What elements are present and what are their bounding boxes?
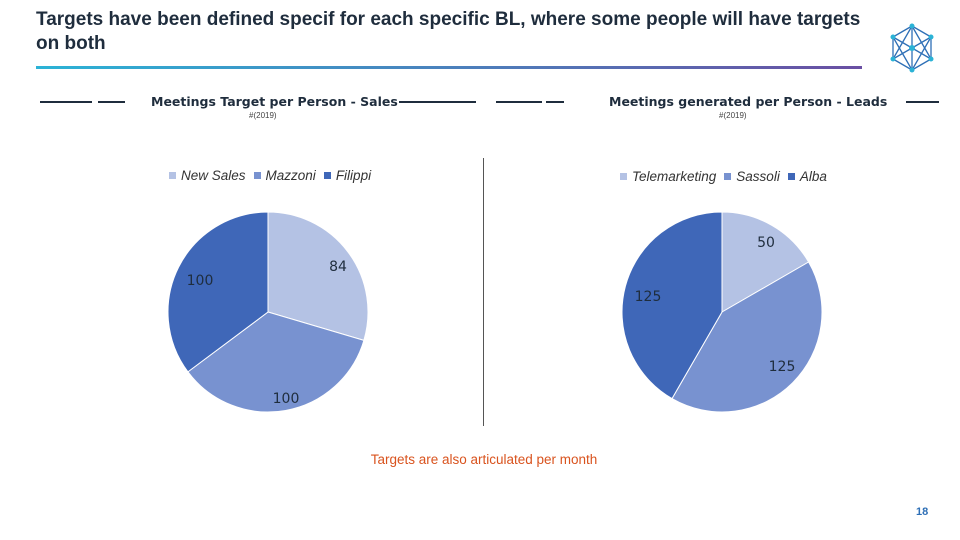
title-underline	[36, 66, 862, 69]
pie-slice-mazzoni	[187, 311, 365, 413]
legend-swatch	[253, 172, 261, 179]
pie-data-label: 84	[329, 259, 347, 275]
left-rule-c	[399, 101, 476, 103]
footnote: Targets are also articulated per month	[370, 452, 598, 467]
legend-item-new-sales: New Sales	[169, 168, 246, 183]
pie-slice-telemarketing	[721, 211, 810, 313]
legend-item-sassoli: Sassoli	[724, 169, 780, 184]
chart-divider	[483, 158, 484, 426]
pie-data-label: 125	[769, 359, 796, 375]
legend-label: Sassoli	[736, 169, 780, 184]
legend-item-filippi: Filippi	[323, 168, 372, 183]
legend-swatch	[323, 172, 331, 179]
legend-swatch	[620, 173, 627, 180]
network-logo-icon	[890, 23, 934, 73]
right-rule-b	[546, 101, 564, 103]
left-rule-a	[40, 101, 92, 103]
legend-label: Mazzoni	[265, 168, 316, 183]
chart2-subtitle: #(2019)	[719, 111, 747, 120]
chart2-title: Meetings generated per Person - Leads	[609, 94, 888, 109]
pie-slice-alba	[621, 211, 723, 400]
right-rule-c	[906, 101, 939, 103]
chart2-legend: Telemarketing Sassoli Alba	[620, 169, 835, 184]
slide-title: Targets have been defined specif for eac…	[36, 9, 861, 54]
pie-data-label: 100	[187, 273, 214, 289]
pie-data-label: 100	[273, 391, 300, 407]
right-rule-a	[496, 101, 542, 103]
pie-slice-sassoli	[671, 261, 823, 413]
legend-item-alba: Alba	[787, 169, 827, 184]
pie-slice-new-sales	[267, 211, 369, 341]
left-rule-b	[98, 101, 125, 103]
page-number: 18	[916, 506, 929, 518]
chart1-legend: New Sales Mazzoni Filippi	[169, 168, 379, 183]
legend-item-mazzoni: Mazzoni	[253, 168, 316, 183]
pie-data-label: 50	[757, 235, 775, 251]
chart1-pie: 84 100 100	[167, 211, 369, 413]
pie-data-label: 125	[635, 289, 662, 305]
legend-swatch	[724, 173, 732, 180]
chart1-subtitle: #(2019)	[249, 111, 277, 120]
legend-label: Filippi	[335, 168, 372, 183]
legend-label: Alba	[799, 169, 827, 184]
pie-slice-filippi	[167, 211, 269, 373]
legend-swatch	[787, 173, 795, 180]
legend-item-telemarketing: Telemarketing	[620, 169, 716, 184]
chart2-pie: 50 125 125	[621, 211, 823, 413]
legend-swatch	[169, 172, 176, 179]
chart1-title: Meetings Target per Person - Sales	[151, 94, 398, 109]
legend-label: New Sales	[181, 168, 246, 183]
legend-label: Telemarketing	[632, 169, 717, 184]
